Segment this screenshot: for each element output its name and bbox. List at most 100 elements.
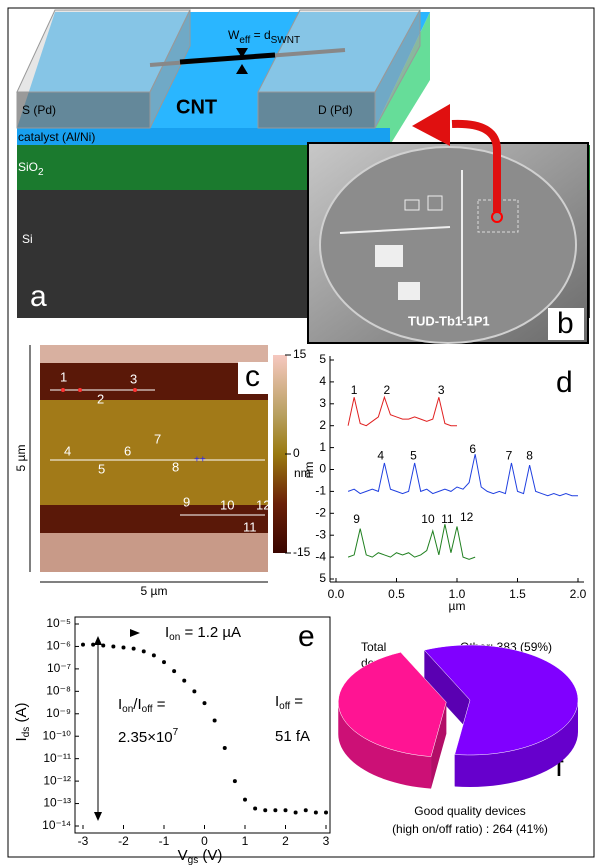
data-point <box>243 798 247 802</box>
arrowhead <box>130 629 140 637</box>
y-tick-label: 10⁻¹¹ <box>43 751 71 765</box>
drain-label: D (Pd) <box>318 103 353 117</box>
y-axis-label: Ids (A) <box>13 703 32 742</box>
total-label: Total <box>361 640 386 654</box>
x-tick-label: 3 <box>323 834 330 848</box>
wafer-text: TUD-Tb1-1P1 <box>408 313 490 328</box>
x-tick-label: 2.0 <box>570 587 587 601</box>
y-axis-label: nm <box>302 462 316 479</box>
data-point <box>142 649 146 653</box>
profile-point <box>133 388 137 392</box>
panel-letter: a <box>30 280 47 313</box>
peak-label: 9 <box>353 512 360 526</box>
peak-label: 6 <box>469 442 476 456</box>
data-point <box>233 779 237 783</box>
data-point <box>192 689 196 693</box>
data-point <box>294 810 298 814</box>
figure: Weff = dSWNT S (Pd) D (Pd) CNT catalyst … <box>0 0 602 865</box>
data-point <box>172 669 176 673</box>
data-point <box>111 644 115 648</box>
y-tick-label: 3 <box>319 396 326 410</box>
y-tick-label: -4 <box>315 549 326 563</box>
catalyst-label: catalyst (Al/Ni) <box>18 130 95 144</box>
data-point <box>132 647 136 651</box>
peak-label: 10 <box>421 512 435 526</box>
marker-label: 2 <box>97 391 104 406</box>
data-point <box>253 807 257 811</box>
x-tick-label: 0.0 <box>328 587 345 601</box>
marker-label: 9 <box>183 494 190 509</box>
panel-letter: e <box>298 620 315 653</box>
x-axis-label: µm <box>449 599 466 613</box>
x-tick-label: 1.5 <box>509 587 526 601</box>
scale-label: 5 µm <box>14 445 28 472</box>
y-tick-label: 10⁻⁹ <box>46 706 71 720</box>
data-point <box>324 810 328 814</box>
profile-line <box>348 397 457 425</box>
x-tick-label: -3 <box>78 834 89 848</box>
y-tick-label: 1 <box>319 440 326 454</box>
marker-label: 7 <box>154 431 161 446</box>
arrowhead <box>94 636 102 645</box>
x-tick-label: -1 <box>159 834 170 848</box>
source-label: S (Pd) <box>22 103 56 117</box>
y-tick-label: 5 <box>319 571 326 585</box>
y-tick-label: 5 <box>319 352 326 366</box>
panel-letter: c <box>245 360 260 393</box>
drain-front <box>258 92 375 128</box>
data-point <box>304 808 308 812</box>
data-point <box>273 808 277 812</box>
plot-frame <box>75 617 330 833</box>
y-tick-label: 10⁻⁷ <box>47 661 71 675</box>
y-tick-label: 4 <box>319 374 326 388</box>
data-point <box>152 653 156 657</box>
peak-label: 12 <box>460 510 474 524</box>
annotation: 2.35×107 <box>118 727 179 746</box>
peak-label: 7 <box>506 449 513 463</box>
y-tick-label: 10⁻⁸ <box>46 684 71 698</box>
marker-label: 3 <box>130 371 137 386</box>
y-tick-label: -2 <box>315 505 326 519</box>
peak-label: 11 <box>441 512 454 526</box>
profile-point <box>61 388 65 392</box>
data-point <box>203 701 207 705</box>
marker-label: 4 <box>64 443 71 458</box>
si-label: Si <box>22 232 33 246</box>
marker-label: 8 <box>172 459 179 474</box>
colorbar-tick-label: -15 <box>293 545 311 559</box>
x-tick-label: 0 <box>201 834 208 848</box>
marker-label: 5 <box>98 461 105 476</box>
y-tick-label: 10⁻¹⁴ <box>42 818 71 832</box>
data-point <box>101 644 105 648</box>
annotation: Ioff = <box>275 693 303 712</box>
afm-region <box>40 345 268 363</box>
data-point <box>91 643 95 647</box>
marker-label: 10 <box>220 497 234 512</box>
data-point <box>122 645 126 649</box>
afm-region <box>40 533 268 572</box>
data-point <box>162 660 166 664</box>
panel-letter: d <box>556 366 573 399</box>
y-tick-label: 10⁻¹² <box>43 773 71 787</box>
y-tick-label: 2 <box>319 418 326 432</box>
data-point <box>284 808 288 812</box>
pointer-arrowhead <box>412 104 450 146</box>
scale-label: 5 µm <box>141 584 168 598</box>
x-tick-label: -2 <box>118 834 129 848</box>
annotation: Ion/Ioff = <box>118 696 166 715</box>
x-tick-label: 0.5 <box>388 587 405 601</box>
x-axis-label: Vgs (V) <box>178 847 223 865</box>
x-tick-label: 1.0 <box>449 587 466 601</box>
slice-label: (high on/off ratio) : 264 (41%) <box>392 822 548 836</box>
data-point <box>223 746 227 750</box>
data-point <box>182 679 186 683</box>
y-tick-label: 10⁻⁶ <box>46 639 71 653</box>
y-tick-label: -3 <box>315 527 326 541</box>
cnt-label: CNT <box>176 96 217 118</box>
peak-label: 3 <box>438 383 445 397</box>
wafer-pad <box>375 245 403 267</box>
data-point <box>263 808 267 812</box>
peak-label: 5 <box>410 449 417 463</box>
profile-line <box>348 524 475 559</box>
marker-label: 12 <box>256 497 270 512</box>
